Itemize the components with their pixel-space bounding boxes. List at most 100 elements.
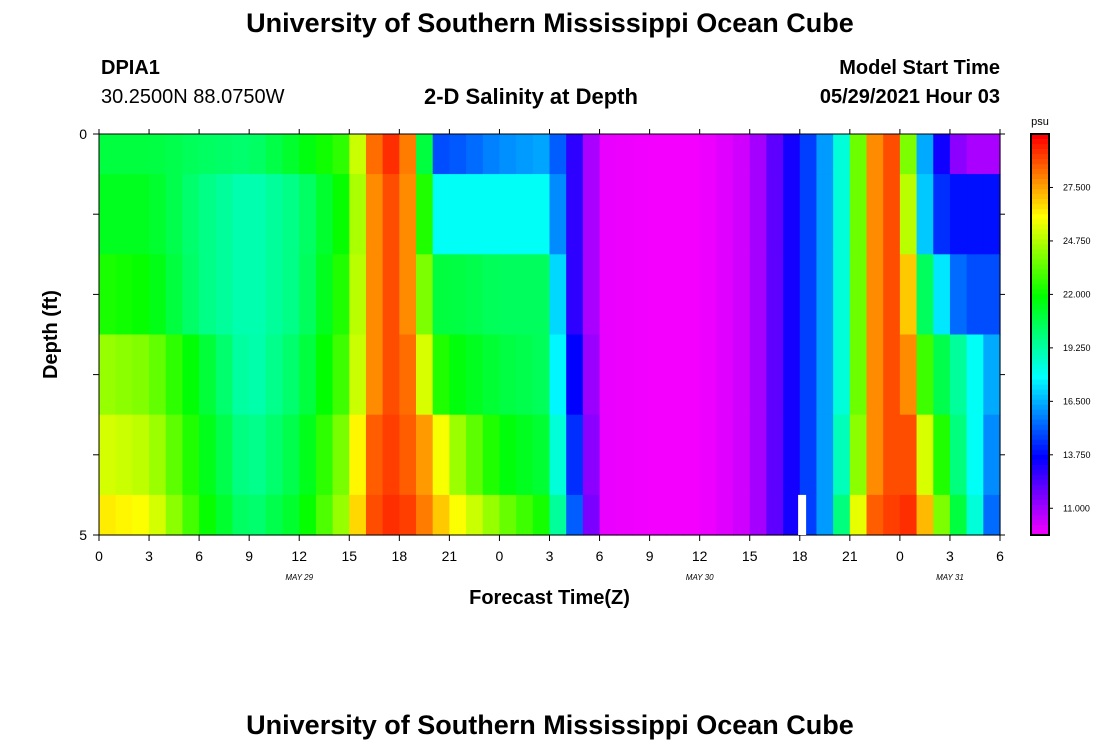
heatmap-cell: [149, 254, 167, 336]
x-tick-label: 0: [496, 548, 504, 564]
heatmap-cell: [916, 494, 934, 536]
heatmap-cell: [933, 254, 951, 336]
station-coordinates: 30.2500N 88.0750W: [101, 86, 285, 108]
colorbar-segment: [1031, 234, 1049, 240]
heatmap-cell: [816, 494, 834, 536]
heatmap-cell: [833, 134, 851, 175]
heatmap-cell: [983, 254, 1001, 336]
colorbar-tick-label: 19.250: [1063, 343, 1091, 353]
heatmap-cell: [582, 254, 601, 336]
colorbar-segment: [1031, 159, 1049, 165]
heatmap-cell: [349, 254, 367, 336]
heatmap-cell: [432, 174, 450, 255]
heatmap-cell: [966, 414, 984, 496]
heatmap-cell: [866, 414, 884, 496]
station-id: DPIA1: [101, 57, 160, 79]
heatmap-cell: [499, 414, 517, 496]
colorbar-segment: [1031, 304, 1049, 311]
date-label: MAY 29: [285, 573, 313, 582]
colorbar-segment: [1031, 379, 1049, 386]
colorbar-segment: [1031, 474, 1049, 481]
heatmap-cell: [783, 174, 801, 255]
missing-data-marker: [798, 494, 807, 535]
heatmap-cell: [282, 174, 300, 255]
heatmap-cell: [766, 134, 784, 175]
heatmap-cell: [632, 174, 651, 255]
heatmap-cell: [716, 254, 734, 336]
colorbar-segment: [1031, 204, 1049, 210]
heatmap-cell: [115, 494, 133, 536]
colorbar-segment: [1031, 464, 1049, 471]
heatmap-cell: [299, 494, 317, 536]
heatmap-cell: [733, 134, 751, 175]
colorbar-tick-label: 22.000: [1063, 289, 1091, 299]
heatmap-cell: [666, 254, 684, 336]
heatmap-cell: [382, 414, 400, 496]
heatmap-cell: [299, 414, 317, 496]
heatmap-cell: [916, 334, 934, 416]
colorbar-segment: [1031, 214, 1049, 220]
heatmap-cell: [599, 334, 617, 416]
colorbar-segment: [1031, 369, 1049, 376]
heatmap-cell: [215, 254, 234, 336]
colorbar-tick-label: 16.500: [1063, 396, 1091, 406]
heatmap-cell: [616, 494, 634, 536]
colorbar-segment: [1031, 354, 1049, 361]
colorbar-segment: [1031, 454, 1049, 461]
heatmap-cell: [549, 334, 567, 416]
heatmap-cell: [382, 334, 400, 416]
heatmap-cell: [532, 174, 551, 255]
heatmap-cell: [949, 494, 968, 536]
heatmap-cell: [416, 494, 434, 536]
heatmap-cell: [699, 254, 717, 336]
heatmap-cell: [632, 134, 651, 175]
heatmap-cell: [332, 254, 350, 336]
heatmap-cell: [449, 414, 467, 496]
heatmap-cell: [749, 414, 768, 496]
heatmap-cell: [265, 414, 284, 496]
heatmap-cell: [416, 254, 434, 336]
heatmap-cell: [916, 174, 934, 255]
heatmap-cell: [549, 414, 567, 496]
x-tick-label: 9: [245, 548, 253, 564]
heatmap-cell: [916, 134, 934, 175]
heatmap-cell: [399, 254, 417, 336]
colorbar-segment: [1031, 519, 1049, 526]
heatmap-cell: [566, 414, 584, 496]
heatmap-cell: [616, 134, 634, 175]
colorbar-segment: [1031, 389, 1049, 396]
heatmap-cell: [632, 254, 651, 336]
colorbar-segment: [1031, 419, 1049, 426]
model-start-value: 05/29/2021 Hour 03: [819, 86, 1000, 108]
heatmap-cell: [315, 414, 334, 496]
heatmap-cell: [99, 134, 117, 175]
heatmap-cell: [199, 174, 217, 255]
colorbar-segment: [1031, 174, 1049, 180]
heatmap-cell: [132, 334, 150, 416]
heatmap-cell: [299, 334, 317, 416]
heatmap-cell: [299, 134, 317, 175]
x-tick-label: 3: [546, 548, 554, 564]
x-tick-label: 3: [946, 548, 954, 564]
heatmap-cell: [816, 174, 834, 255]
heatmap-cell: [883, 254, 901, 336]
heatmap-cell: [466, 334, 484, 416]
heatmap-cell: [949, 334, 968, 416]
heatmap-cell: [833, 254, 851, 336]
heatmap-cell: [232, 174, 250, 255]
heatmap-cell: [99, 254, 117, 336]
heatmap-cell: [866, 494, 884, 536]
x-tick-label: 21: [442, 548, 458, 564]
heatmap-cell: [449, 334, 467, 416]
heatmap-cell: [199, 494, 217, 536]
heatmap-cell: [699, 494, 717, 536]
heatmap-cell: [699, 174, 717, 255]
heatmap-cell: [482, 174, 501, 255]
y-tick-label: 5: [79, 527, 87, 543]
heatmap-cell: [199, 334, 217, 416]
heatmap-cell: [766, 414, 784, 496]
heatmap-cell: [582, 414, 601, 496]
heatmap-cell: [933, 174, 951, 255]
heatmap-cell: [749, 174, 768, 255]
heatmap-cell: [115, 134, 133, 175]
